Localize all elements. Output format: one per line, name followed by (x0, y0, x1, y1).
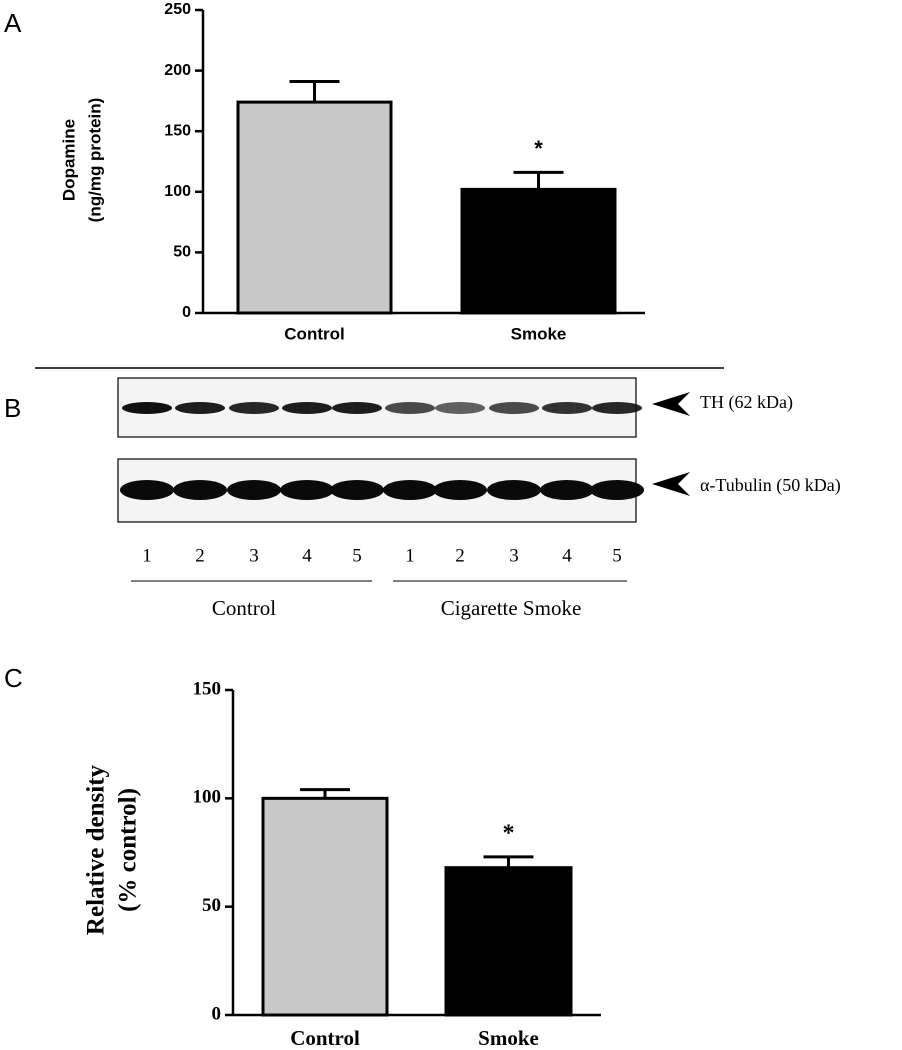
y-tick-label: 50 (173, 244, 191, 261)
lane-label: 2 (195, 545, 205, 566)
lane-label: 2 (455, 545, 465, 566)
x-tick-label: Smoke (511, 324, 567, 343)
y-tick-label: 50 (202, 895, 221, 916)
group-label: Control (212, 596, 276, 620)
y-tick-label: 150 (193, 678, 222, 699)
band (175, 402, 225, 414)
band (489, 402, 539, 414)
band (122, 402, 172, 414)
lane-label: 5 (352, 545, 362, 566)
lane-label: 3 (249, 545, 259, 566)
y-tick-label: 0 (212, 1003, 222, 1024)
error-bar (513, 170, 564, 190)
bar (460, 187, 617, 315)
band (229, 402, 279, 414)
band (282, 402, 332, 414)
band (542, 402, 592, 414)
bar (261, 796, 389, 1017)
error-bar (289, 80, 340, 103)
band-label: TH (62 kDa) (700, 392, 793, 413)
bar (236, 100, 393, 315)
error-bar (483, 855, 534, 868)
significance-mark: * (503, 820, 515, 846)
y-tick-label: 100 (193, 787, 222, 808)
panel-label: C (4, 663, 23, 693)
lane-label: 1 (142, 545, 152, 566)
lane-label: 5 (612, 545, 622, 566)
y-tick-label: 0 (182, 304, 191, 321)
y-axis-label: Dopamine (59, 119, 78, 201)
band (433, 480, 487, 500)
x-tick-label: Control (290, 1026, 360, 1050)
band (540, 480, 594, 500)
lane-label: 4 (302, 545, 312, 566)
band (332, 402, 382, 414)
significance-mark: * (534, 136, 543, 161)
y-axis-label: Relative density (83, 764, 110, 935)
band (330, 480, 384, 500)
band-label: α-Tubulin (50 kDa) (700, 475, 841, 496)
y-tick-label: 250 (164, 1, 191, 18)
y-tick-label: 100 (164, 183, 191, 200)
lane-label: 1 (405, 545, 415, 566)
band (590, 480, 644, 500)
band (435, 402, 485, 414)
x-tick-label: Smoke (478, 1026, 539, 1050)
y-tick-label: 150 (164, 122, 191, 139)
band (385, 402, 435, 414)
panel-label: B (4, 393, 21, 423)
arrowhead (652, 392, 690, 416)
y-axis-label: (% control) (115, 788, 142, 912)
lane-label: 4 (562, 545, 572, 566)
group-label: Cigarette Smoke (441, 596, 582, 620)
panel-label: A (4, 8, 22, 38)
band (383, 480, 437, 500)
lane-label: 3 (509, 545, 519, 566)
bar (444, 866, 573, 1017)
y-axis-label: (ng/mg protein) (85, 98, 104, 223)
band (120, 480, 174, 500)
band (227, 480, 281, 500)
arrowhead (652, 472, 690, 496)
band (280, 480, 334, 500)
band (487, 480, 541, 500)
x-tick-label: Control (284, 324, 344, 343)
y-tick-label: 200 (164, 62, 191, 79)
band (173, 480, 227, 500)
band (592, 402, 642, 414)
